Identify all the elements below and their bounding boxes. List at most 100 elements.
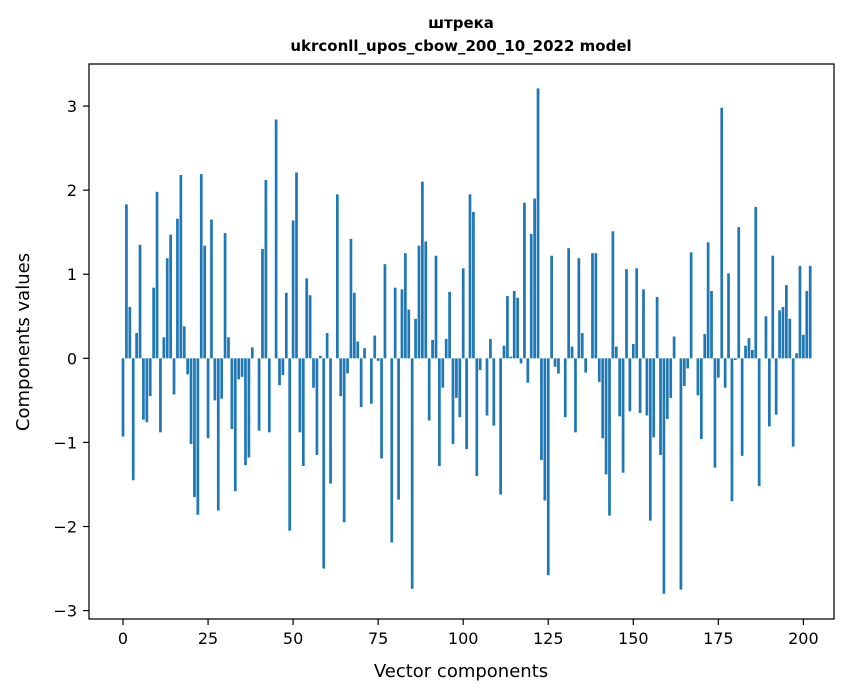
bar-80 xyxy=(393,287,397,359)
bar-69 xyxy=(356,341,360,359)
bar-187 xyxy=(757,358,761,487)
bar-193 xyxy=(778,310,781,359)
x-tick-label: 200 xyxy=(788,629,819,648)
bar-45 xyxy=(274,119,278,359)
bar-194 xyxy=(781,307,785,359)
bar-108 xyxy=(489,338,492,359)
bar-75 xyxy=(376,358,380,361)
bar-6 xyxy=(142,358,145,420)
bar-162 xyxy=(672,336,676,359)
bar-157 xyxy=(655,296,659,359)
bar-41 xyxy=(261,249,264,359)
bar-148 xyxy=(625,269,628,359)
bar-202 xyxy=(808,265,812,359)
bar-196 xyxy=(788,318,792,359)
bar-195 xyxy=(785,285,788,359)
bar-177 xyxy=(723,358,727,388)
y-tick-label: −3 xyxy=(53,602,77,621)
bar-60 xyxy=(325,333,329,359)
bar-13 xyxy=(165,258,169,359)
x-tick-label: 100 xyxy=(448,629,479,648)
bar-169 xyxy=(696,358,700,396)
bar-112 xyxy=(502,345,506,359)
bar-68 xyxy=(352,292,356,359)
bar-109 xyxy=(492,358,496,426)
chart-title-line1: штрека xyxy=(428,14,494,32)
bar-189 xyxy=(764,316,768,359)
y-tick-label: 1 xyxy=(67,265,77,284)
bar-120 xyxy=(529,233,533,359)
bar-53 xyxy=(301,358,305,466)
bar-135 xyxy=(580,333,584,359)
bar-97 xyxy=(451,358,455,445)
bar-18 xyxy=(182,326,186,359)
y-tick-label: 2 xyxy=(67,181,77,200)
bar-10 xyxy=(155,191,159,359)
bar-33 xyxy=(233,358,237,492)
bar-27 xyxy=(213,358,217,401)
bar-173 xyxy=(710,291,713,359)
bar-170 xyxy=(699,358,703,440)
bar-1 xyxy=(125,204,128,359)
bar-73 xyxy=(369,358,373,404)
bar-90 xyxy=(427,358,431,421)
bar-184 xyxy=(747,338,751,359)
bar-113 xyxy=(506,296,509,359)
bar-76 xyxy=(380,358,383,459)
bar-4 xyxy=(135,333,138,359)
bar-114 xyxy=(509,356,513,359)
bar-29 xyxy=(220,358,224,399)
bar-17 xyxy=(179,175,183,359)
bar-156 xyxy=(652,358,656,438)
bar-15 xyxy=(172,358,176,395)
bar-92 xyxy=(434,255,438,359)
bar-74 xyxy=(373,335,377,359)
bar-93 xyxy=(438,358,441,466)
bar-49 xyxy=(288,358,292,531)
bar-175 xyxy=(716,358,720,378)
bar-131 xyxy=(567,248,571,359)
bar-5 xyxy=(138,244,142,359)
bar-99 xyxy=(458,358,462,418)
bar-155 xyxy=(648,358,652,521)
bar-66 xyxy=(346,358,349,374)
bar-159 xyxy=(662,358,666,594)
bar-25 xyxy=(206,358,210,439)
bar-147 xyxy=(621,358,625,473)
bar-121 xyxy=(533,198,536,359)
y-axis-ticks: −3 −2 −1 0 1 2 3 xyxy=(53,97,89,621)
bar-100 xyxy=(461,268,465,359)
bar-71 xyxy=(363,348,366,359)
bar-57 xyxy=(315,358,319,456)
bar-183 xyxy=(744,345,747,359)
bar-111 xyxy=(499,358,502,495)
bar-130 xyxy=(563,358,567,418)
bar-176 xyxy=(720,107,724,359)
bar-95 xyxy=(444,338,448,359)
bar-81 xyxy=(397,358,400,500)
bar-142 xyxy=(604,358,608,475)
bar-133 xyxy=(574,358,577,433)
bar-30 xyxy=(223,233,227,359)
bar-154 xyxy=(645,358,649,416)
x-axis-label: Vector components xyxy=(374,661,548,682)
bar-84 xyxy=(407,309,411,359)
bar-124 xyxy=(543,358,547,501)
bar-192 xyxy=(774,358,778,415)
bar-63 xyxy=(335,194,339,359)
bar-160 xyxy=(665,358,669,419)
bar-119 xyxy=(526,358,530,383)
bar-12 xyxy=(162,337,166,359)
bar-128 xyxy=(557,358,560,374)
bar-38 xyxy=(250,347,254,359)
bar-47 xyxy=(281,358,285,376)
bar-117 xyxy=(519,358,523,364)
bar-83 xyxy=(404,253,407,359)
bar-151 xyxy=(635,268,639,359)
bar-35 xyxy=(240,358,244,377)
bar-167 xyxy=(689,252,693,359)
bar-122 xyxy=(536,88,540,359)
bar-0 xyxy=(121,358,125,437)
bar-200 xyxy=(802,334,805,359)
bar-191 xyxy=(771,255,775,359)
